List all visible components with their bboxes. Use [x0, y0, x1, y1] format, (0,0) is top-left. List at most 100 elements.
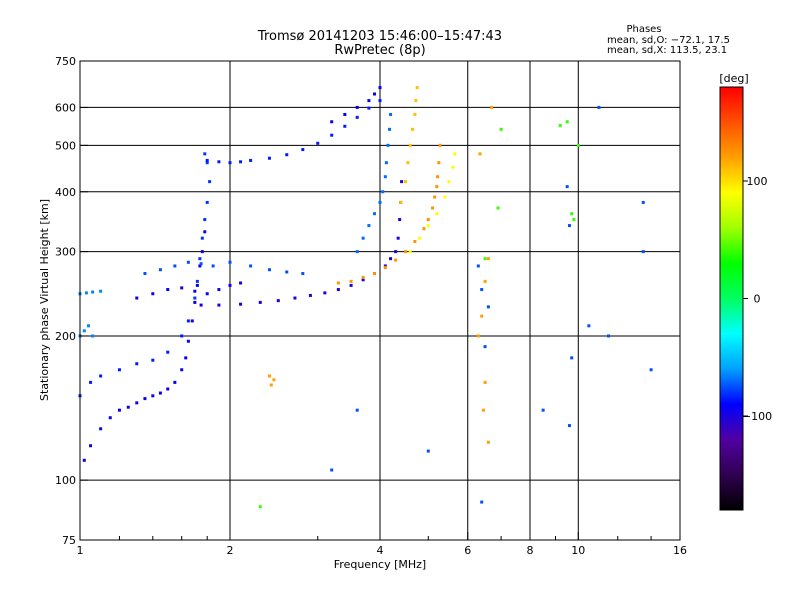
colorbar-tick-label: −100 [742, 410, 772, 423]
data-point [217, 303, 221, 307]
data-point [186, 260, 190, 264]
data-point [293, 296, 297, 300]
data-point [173, 380, 177, 384]
gridlines [80, 61, 680, 540]
data-point [330, 133, 334, 137]
data-point [198, 257, 202, 261]
data-point [422, 227, 426, 231]
data-point [301, 272, 305, 276]
data-point [91, 290, 95, 294]
data-point [435, 212, 439, 216]
data-point [483, 257, 487, 261]
colorbar: [deg] 100 0 −100 [719, 72, 772, 511]
trace-f-layer-o-upper [355, 112, 393, 254]
x-tick-label: 1 [77, 544, 84, 557]
data-point [193, 289, 197, 293]
data-point [483, 279, 487, 283]
data-point [414, 99, 418, 103]
y-axis-ticks: 75 100 200 300 400 500 600 750 [55, 55, 88, 547]
data-point [447, 180, 451, 184]
data-point [190, 319, 194, 323]
data-point [570, 212, 574, 216]
chart-title-line2: RwPretec (8p) [334, 43, 425, 58]
data-point [408, 143, 412, 147]
data-point [349, 279, 353, 283]
y-axis-label: Stationary phase Virtual Height [km] [38, 199, 51, 401]
data-point [217, 288, 221, 292]
data-point [117, 368, 121, 372]
data-point [415, 86, 419, 90]
trace-scatter-blue [330, 105, 653, 504]
data-point [89, 444, 93, 448]
data-point [478, 152, 482, 156]
x-axis-label: Frequency [MHz] [334, 558, 426, 571]
data-point [203, 218, 207, 222]
data-point [355, 115, 359, 119]
x-tick-label: 16 [673, 544, 687, 557]
data-point [389, 257, 393, 261]
data-point [258, 505, 262, 509]
data-point [269, 383, 273, 387]
data-point [649, 368, 653, 372]
data-point [490, 105, 494, 109]
data-point [587, 324, 591, 328]
data-point [431, 206, 435, 210]
data-point [451, 165, 455, 169]
data-point [373, 212, 377, 216]
data-point [86, 324, 90, 328]
data-point [267, 374, 271, 378]
data-point [567, 424, 571, 428]
data-point [355, 408, 359, 412]
data-point [343, 124, 347, 128]
data-point [486, 257, 490, 261]
data-point [180, 286, 184, 290]
data-point [89, 380, 93, 384]
data-point [480, 500, 484, 504]
y-tick-label: 75 [62, 534, 76, 547]
data-point [361, 278, 365, 282]
data-point [349, 283, 353, 287]
data-point [483, 380, 487, 384]
data-point [205, 292, 209, 296]
data-point [413, 239, 417, 243]
data-point [417, 236, 421, 240]
data-point [389, 112, 393, 116]
data-point [166, 387, 170, 391]
data-point [406, 161, 410, 165]
data-point [480, 288, 484, 292]
data-point [228, 161, 232, 165]
data-point [641, 200, 645, 204]
data-point [443, 195, 447, 199]
data-point [203, 230, 207, 234]
data-point [400, 180, 404, 184]
data-point [199, 262, 203, 266]
data-point [558, 124, 562, 128]
data-point [249, 264, 253, 268]
data-point [208, 180, 212, 184]
data-point [336, 288, 340, 292]
data-point [408, 250, 412, 254]
data-point [411, 127, 415, 131]
x-tick-label: 2 [227, 544, 234, 557]
colorbar-label: [deg] [719, 72, 748, 85]
trace-scatter-green [258, 120, 580, 509]
x-tick-label: 6 [464, 544, 471, 557]
data-point [205, 200, 209, 204]
data-point [272, 378, 276, 382]
data-point [426, 218, 430, 222]
data-point [173, 264, 177, 268]
data-point [200, 236, 204, 240]
data-point [367, 106, 371, 110]
data-point [378, 99, 382, 103]
data-point [180, 368, 184, 372]
data-point [200, 250, 204, 254]
data-point [453, 152, 457, 156]
x-tick-label: 8 [527, 544, 534, 557]
data-point [381, 190, 385, 194]
data-point [607, 334, 611, 338]
data-point [151, 394, 155, 398]
y-tick-label: 600 [55, 101, 76, 114]
data-point [378, 86, 382, 90]
data-point [166, 350, 170, 354]
plot-area: 1 2 4 6 8 10 16 75 100 200 300 400 500 600 750 [55, 55, 687, 557]
